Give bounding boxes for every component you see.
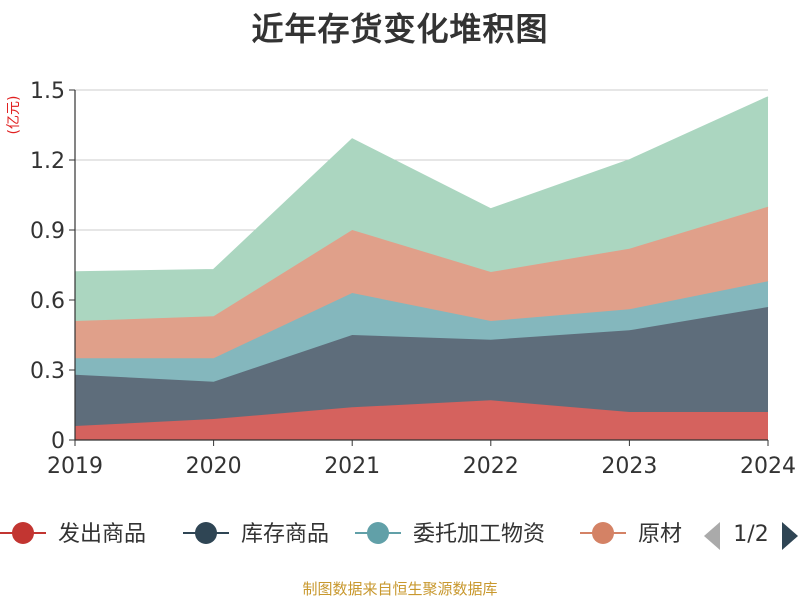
legend-marker <box>592 522 614 544</box>
y-tick-label: 1.2 <box>30 149 65 174</box>
x-tick-label: 2019 <box>47 454 103 479</box>
x-tick-label: 2024 <box>740 454 796 479</box>
area-edge-4 <box>74 96 769 273</box>
legend-label: 原材 <box>638 522 682 547</box>
x-tick-label: 2023 <box>601 454 657 479</box>
axes: 0 0.3 0.6 0.9 1.2 1.5 2019 2020 2021 2022 2023 2024… <box>6 79 796 479</box>
legend-page-indicator: 1/2 <box>733 522 768 547</box>
area-series-2 <box>75 281 768 382</box>
source-note: 制图数据来自恒生聚源数据库 <box>302 580 498 598</box>
area-series <box>74 96 769 440</box>
y-tick-label: 0.9 <box>30 219 65 244</box>
area-series-1 <box>75 307 768 426</box>
y-tick-label: 0 <box>51 429 65 454</box>
legend-marker <box>195 522 217 544</box>
legend-label: 库存商品 <box>241 522 329 547</box>
legend-prev-icon[interactable] <box>704 522 720 550</box>
area-series-0 <box>75 400 768 440</box>
y-tick-label: 0.6 <box>30 289 65 314</box>
legend: 发出商品 库存商品 委托加工物资 原材 1/2 <box>0 522 798 550</box>
x-tick-label: 2020 <box>186 454 242 479</box>
legend-next-icon[interactable] <box>782 522 798 550</box>
area-series-4 <box>75 97 768 321</box>
chart-title: 近年存货变化堆积图 <box>251 10 549 48</box>
y-axis-unit: (亿元) <box>6 96 22 135</box>
area-series-3 <box>75 206 768 359</box>
x-tick-label: 2022 <box>463 454 519 479</box>
legend-label: 发出商品 <box>58 522 146 547</box>
legend-marker <box>12 522 34 544</box>
legend-marker <box>367 522 389 544</box>
x-tick-label: 2021 <box>324 454 380 479</box>
y-tick-label: 0.3 <box>30 359 65 384</box>
y-tick-label: 1.5 <box>30 79 65 104</box>
legend-label: 委托加工物资 <box>413 522 545 547</box>
